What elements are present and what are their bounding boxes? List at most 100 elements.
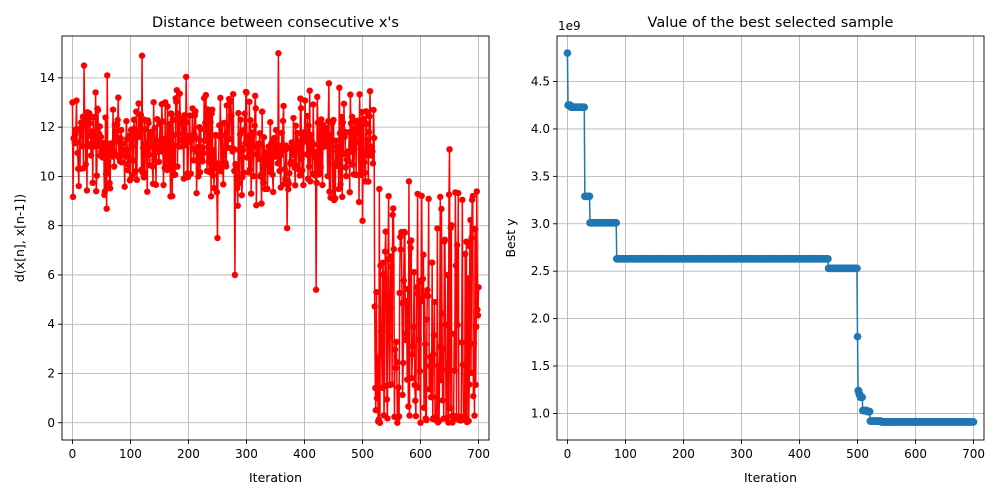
left-data-point <box>165 165 172 172</box>
left-data-point <box>109 106 117 113</box>
left-data-point <box>190 157 197 164</box>
left-data-point <box>409 343 417 350</box>
left-data-point <box>434 225 441 232</box>
left-data-point <box>230 145 237 153</box>
left-data-point <box>155 148 162 155</box>
left-data-point <box>279 117 287 125</box>
left-data-point <box>468 234 475 242</box>
left-data-point <box>470 392 477 400</box>
left-data-point <box>435 362 442 369</box>
left-data-point <box>410 323 417 331</box>
left-data-point <box>323 124 330 132</box>
left-data-point <box>412 412 420 420</box>
left-data-point <box>174 110 182 117</box>
left-data-point <box>379 259 387 267</box>
left-data-point <box>378 348 385 356</box>
left-data-point <box>474 306 481 313</box>
left-data-point <box>203 123 210 130</box>
left-data-point <box>462 250 469 258</box>
left-data-point <box>199 144 207 151</box>
left-data-point <box>292 122 300 129</box>
left-data-point <box>281 165 288 173</box>
left-data-point <box>376 419 384 426</box>
left-ytick-label: 2 <box>47 366 55 380</box>
left-data-point <box>231 271 239 279</box>
left-data-point <box>246 98 253 105</box>
left-data-point <box>381 382 388 390</box>
left-data-point <box>117 135 124 142</box>
left-data-point <box>389 211 396 219</box>
left-data-point <box>269 171 276 178</box>
left-data-point <box>250 172 257 180</box>
left-data-point <box>153 116 161 123</box>
left-data-point <box>101 188 109 195</box>
left-data-point <box>103 205 110 212</box>
right-xtick-label: 300 <box>730 447 753 461</box>
left-data-point <box>322 142 330 150</box>
left-data-point <box>332 195 339 202</box>
right-data-point <box>563 49 572 57</box>
left-data-point <box>252 105 259 112</box>
left-data-point <box>151 124 159 132</box>
left-data-point <box>155 158 163 166</box>
left-data-point <box>298 167 306 174</box>
left-data-point <box>213 188 221 196</box>
left-data-point <box>310 101 317 108</box>
left-data-point <box>98 146 106 154</box>
left-data-point <box>388 263 395 270</box>
left-data-point <box>209 172 217 179</box>
left-data-point <box>73 138 81 146</box>
left-data-point <box>148 140 156 148</box>
left-data-point <box>227 98 235 105</box>
left-data-point <box>458 339 465 346</box>
left-data-point <box>352 171 360 179</box>
right-xtick-label: 100 <box>614 447 637 461</box>
left-data-point <box>226 135 233 143</box>
left-data-point <box>275 142 283 149</box>
left-data-point <box>237 116 244 123</box>
left-xtick-label: 100 <box>119 447 142 461</box>
left-data-point <box>193 189 200 197</box>
left-data-point <box>75 182 83 190</box>
left-data-point <box>296 143 303 151</box>
left-data-point <box>287 158 295 165</box>
left-data-point <box>197 125 204 133</box>
left-data-point <box>373 394 381 402</box>
left-data-point <box>174 163 181 170</box>
left-data-point <box>275 50 282 57</box>
left-data-point <box>78 124 85 131</box>
left-data-point <box>264 185 271 193</box>
left-data-point <box>124 167 132 174</box>
left-data-point <box>361 159 368 166</box>
left-data-point <box>470 340 478 347</box>
left-data-point <box>333 162 340 170</box>
left-data-point <box>425 195 432 203</box>
right-data-point <box>858 393 866 402</box>
left-data-point <box>465 417 472 425</box>
left-data-point <box>296 172 304 179</box>
left-data-point <box>402 330 410 338</box>
left-data-point <box>289 151 297 159</box>
left-data-point <box>473 188 481 195</box>
left-data-point <box>402 336 409 344</box>
left-data-point <box>294 129 301 137</box>
left-data-point <box>298 155 305 163</box>
left-data-point <box>366 87 374 95</box>
right-ytick-label: 2.5 <box>531 264 550 278</box>
left-data-point <box>183 119 190 126</box>
left-data-point <box>248 152 255 159</box>
right-series-best-y <box>563 49 978 426</box>
left-data-point <box>370 106 377 114</box>
left-data-point <box>365 178 372 185</box>
left-data-point <box>229 90 237 98</box>
left-data-point <box>420 404 428 411</box>
left-data-point <box>224 129 231 136</box>
left-ytick-label: 10 <box>40 169 55 183</box>
left-data-point <box>362 108 370 115</box>
left-data-point <box>319 181 326 189</box>
left-data-point <box>92 89 99 96</box>
left-data-point <box>308 131 315 139</box>
left-data-point <box>314 93 321 101</box>
left-data-point <box>124 160 131 168</box>
right-ytick-label: 1.5 <box>531 359 550 373</box>
